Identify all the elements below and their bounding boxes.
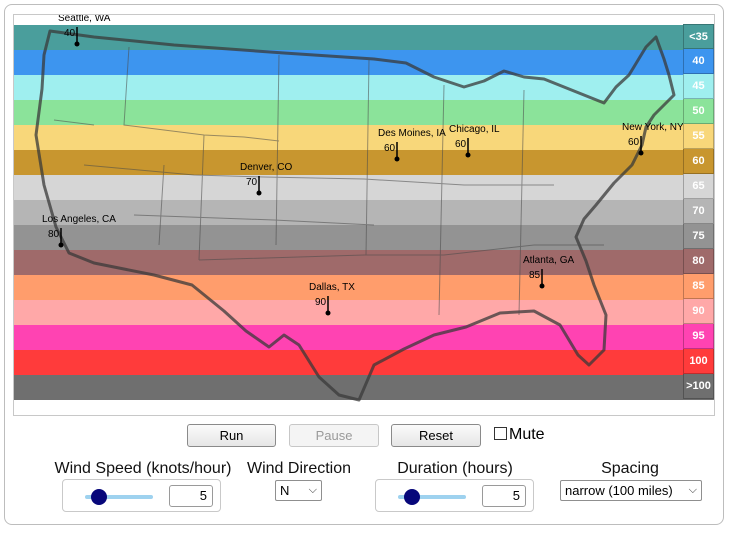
- temperature-band: [14, 50, 714, 75]
- city-temperature: 60: [384, 143, 396, 154]
- chevron-down-icon: ⌵: [688, 484, 697, 496]
- temperature-map: Seattle, WA 40 Denver, CO 70 Los Angeles, CA…: [13, 14, 715, 416]
- temperature-band: [14, 25, 714, 50]
- city-temperature: 40: [64, 28, 76, 39]
- legend-item: 40: [683, 49, 714, 74]
- spacing-label: Spacing: [601, 460, 659, 477]
- city-temperature: 60: [628, 137, 640, 148]
- city-marker: Denver, CO 70: [240, 162, 292, 196]
- city-marker: Chicago, IL 60: [449, 124, 500, 158]
- city-marker-dot: [325, 310, 331, 316]
- city-marker: Los Angeles, CA 80: [42, 214, 116, 248]
- run-button[interactable]: Run: [187, 424, 276, 447]
- temperature-bands: [14, 25, 714, 400]
- chevron-down-icon: ⌵: [308, 484, 317, 496]
- wind-direction-label: Wind Direction: [246, 460, 352, 477]
- wind-speed-label: Wind Speed (knots/hour): [54, 460, 232, 477]
- city-name: Dallas, TX: [309, 282, 355, 293]
- legend-item: >100: [683, 374, 714, 399]
- city-marker: Atlanta, GA 85: [523, 255, 574, 289]
- temperature-band: [14, 200, 714, 225]
- city-name: Chicago, IL: [449, 124, 500, 135]
- legend-item: 60: [683, 149, 714, 174]
- legend-item: 85: [683, 274, 714, 299]
- city-name: Des Moines, IA: [378, 128, 446, 139]
- wind-speed-control: 5: [62, 479, 221, 512]
- temperature-band: [14, 75, 714, 100]
- temperature-band: [14, 100, 714, 125]
- duration-label: Duration (hours): [397, 460, 513, 477]
- map-canvas: Seattle, WA 40 Denver, CO 70 Los Angeles, CA…: [14, 15, 714, 402]
- mute-label: Mute: [509, 426, 545, 443]
- duration-control: 5: [375, 479, 534, 512]
- duration-slider-track[interactable]: [398, 495, 466, 499]
- legend-item: 75: [683, 224, 714, 249]
- legend-item: 50: [683, 99, 714, 124]
- wind-speed-slider-thumb[interactable]: [90, 489, 107, 505]
- city-name: Atlanta, GA: [523, 255, 574, 266]
- state-borders: [53, 46, 604, 316]
- city-name: New York, NY: [622, 122, 684, 133]
- wind-speed-slider-track[interactable]: [85, 495, 153, 499]
- city-marker: Seattle, WA 40: [58, 15, 111, 47]
- duration-input[interactable]: 5: [482, 485, 526, 507]
- city-name: Seattle, WA: [58, 15, 111, 24]
- city-markers: Seattle, WA 40 Denver, CO 70 Los Angeles, CA…: [42, 15, 684, 316]
- pause-button[interactable]: Pause: [289, 424, 379, 447]
- city-marker-dot: [539, 283, 545, 289]
- city-marker-dot: [638, 150, 644, 156]
- temperature-band: [14, 225, 714, 250]
- spacing-value: narrow (100 miles): [565, 483, 673, 498]
- temperature-band: [14, 300, 714, 325]
- wind-direction-value: N: [280, 483, 290, 498]
- wind-speed-input[interactable]: 5: [169, 485, 213, 507]
- city-temperature: 90: [315, 297, 327, 308]
- legend-item: 90: [683, 299, 714, 324]
- reset-button[interactable]: Reset: [391, 424, 481, 447]
- legend-item: 65: [683, 174, 714, 199]
- temperature-band: [14, 350, 714, 375]
- city-temperature: 70: [246, 177, 258, 188]
- city-temperature: 60: [455, 139, 467, 150]
- temperature-band: [14, 275, 714, 300]
- temperature-band: [14, 125, 714, 150]
- city-temperature: 85: [529, 270, 541, 281]
- temperature-band: [14, 250, 714, 275]
- legend-item: 45: [683, 74, 714, 99]
- legend-item: <35: [683, 24, 714, 49]
- city-marker-dot: [58, 242, 64, 248]
- city-marker-dot: [465, 152, 471, 158]
- legend-item: 95: [683, 324, 714, 349]
- city-name: Denver, CO: [240, 162, 292, 173]
- legend-item: 55: [683, 124, 714, 149]
- city-marker: New York, NY 60: [622, 122, 684, 156]
- legend-item: 100: [683, 349, 714, 374]
- city-marker-dot: [74, 41, 80, 47]
- temperature-legend: <35 40 45 50 55 60 65 70 75 80 85 90 95 100 >100: [683, 24, 714, 399]
- city-name: Los Angeles, CA: [42, 214, 116, 225]
- city-marker: Dallas, TX 90: [309, 282, 355, 316]
- city-temperature: 80: [48, 229, 60, 240]
- legend-item: 80: [683, 249, 714, 274]
- temperature-band: [14, 325, 714, 350]
- spacing-select[interactable]: narrow (100 miles) ⌵: [560, 480, 702, 501]
- mute-checkbox[interactable]: [494, 427, 507, 440]
- city-marker-dot: [394, 156, 400, 162]
- mute-toggle[interactable]: Mute: [494, 426, 545, 446]
- wind-direction-select[interactable]: N ⌵: [275, 480, 322, 501]
- duration-slider-thumb[interactable]: [403, 489, 420, 505]
- temperature-band: [14, 150, 714, 175]
- legend-item: 70: [683, 199, 714, 224]
- city-marker-dot: [256, 190, 262, 196]
- city-marker: Des Moines, IA 60: [378, 128, 446, 162]
- us-outline: [34, 29, 676, 402]
